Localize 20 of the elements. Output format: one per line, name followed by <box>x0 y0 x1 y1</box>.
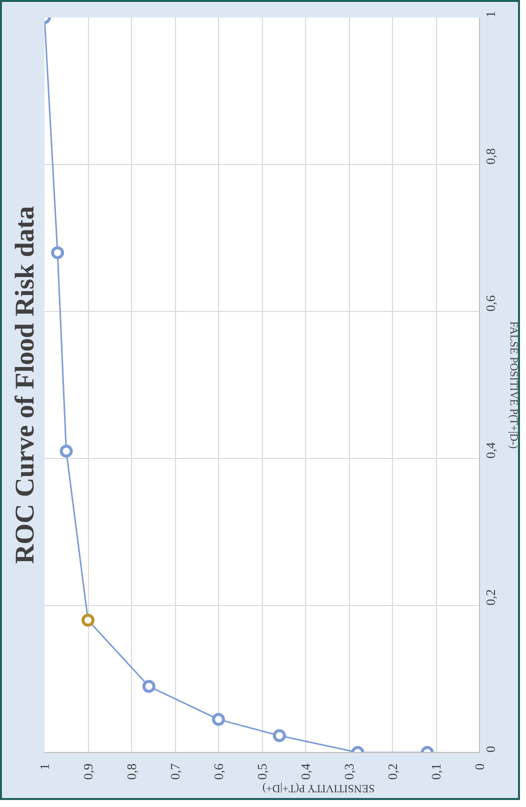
y-tick-label: 0,8 <box>483 148 498 164</box>
x-tick-label: 0 <box>472 764 487 770</box>
y-tick-label: 0,6 <box>483 294 498 312</box>
x-tick-label: 1 <box>37 764 52 770</box>
y-tick-label: 0 <box>483 746 498 752</box>
x-tick-label: 0,4 <box>298 763 313 780</box>
x-tick-label: 0,1 <box>428 764 444 780</box>
x-tick-label: 0,6 <box>211 763 226 780</box>
x-tick-label: 0,9 <box>80 764 96 780</box>
x-axis-title: SENSITIVITY P(T+|D+) <box>262 782 375 794</box>
y-tick-label: 0,2 <box>483 589 498 606</box>
x-tick-label: 0,8 <box>124 764 139 780</box>
y-tick-label: 1 <box>483 11 498 18</box>
x-tick-label: 0,2 <box>385 764 400 780</box>
x-tick-label: 0,5 <box>254 764 270 780</box>
x-tick-label: 0,3 <box>342 764 356 780</box>
x-tick-label: 0,7 <box>168 763 182 780</box>
y-axis-title: FALSE POSITIVE P(T+|D-) <box>508 321 520 450</box>
text: ROC Curve of Flood Risk data <box>10 206 40 564</box>
y-tick-label: 0,4 <box>483 442 498 458</box>
